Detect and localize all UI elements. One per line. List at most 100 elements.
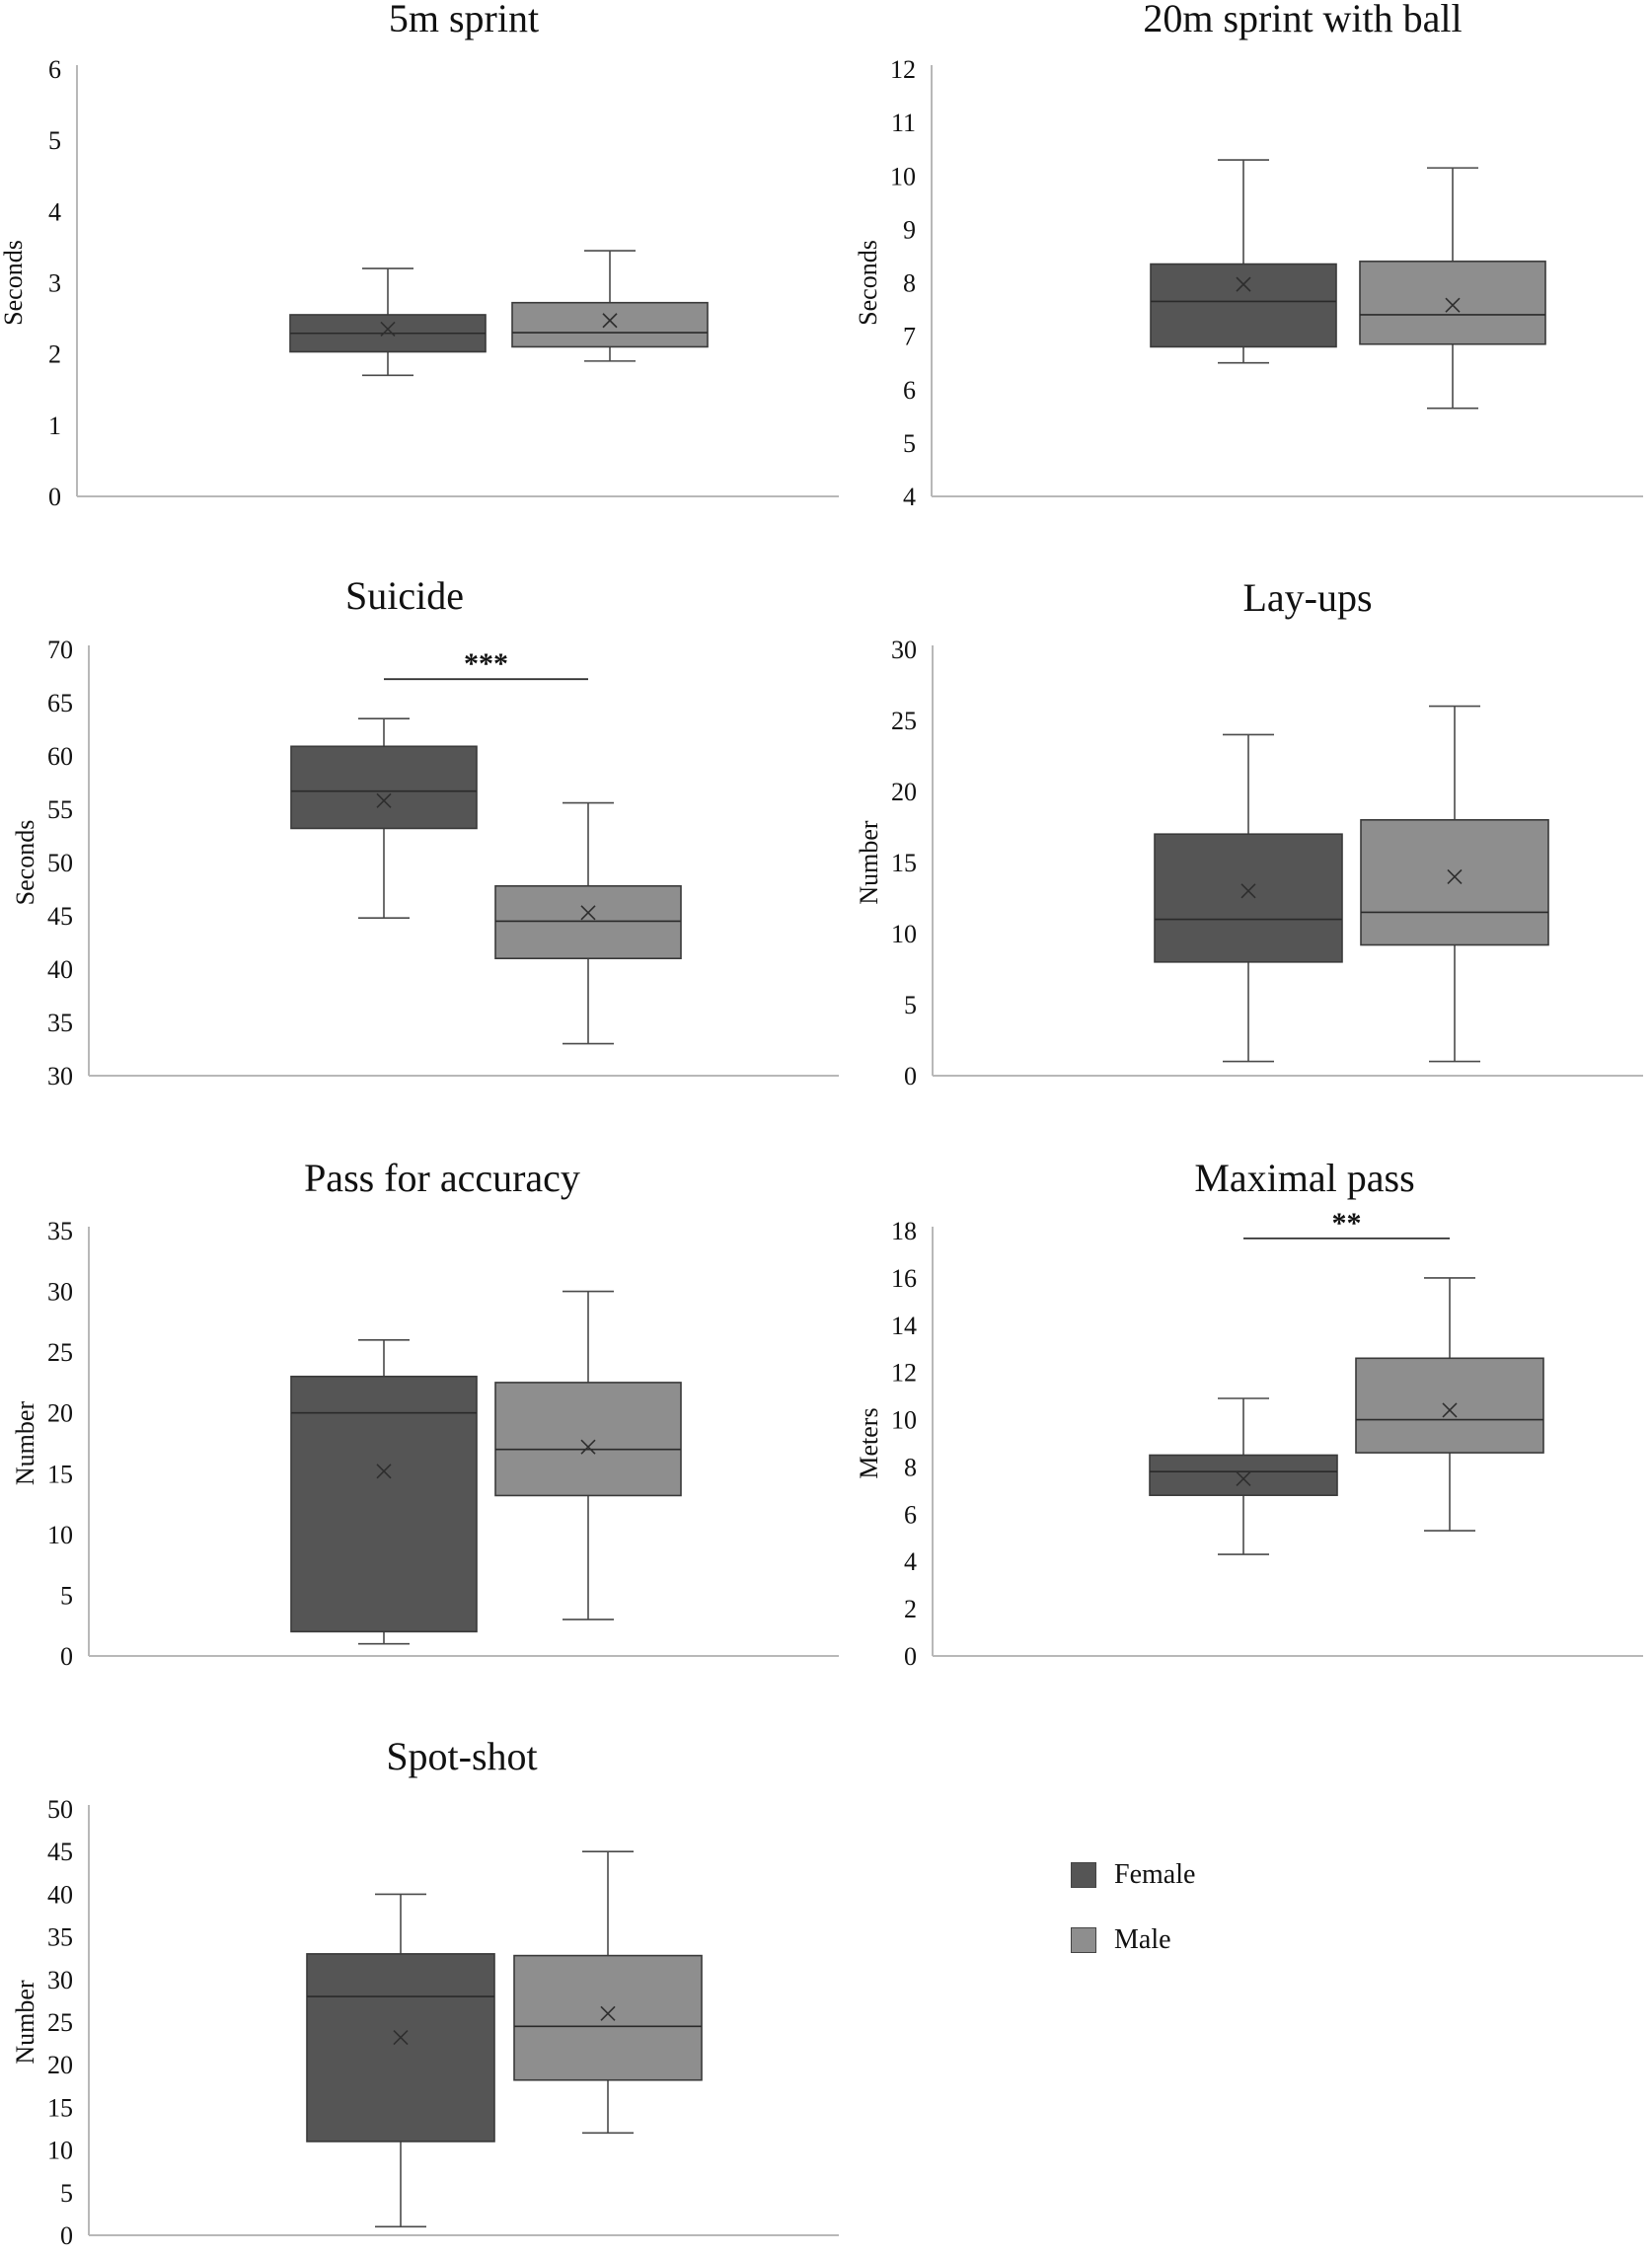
chart-5-title: Pass for accuracy: [304, 1156, 580, 1200]
chart-6-y-tick-label: 0: [904, 1642, 917, 1671]
chart-6-y-tick-label: 14: [891, 1312, 917, 1340]
chart-6-male-mean-marker: [1442, 1402, 1458, 1418]
chart-7-y-tick-label: 15: [47, 2093, 73, 2122]
chart-1-y-axis-label: Seconds: [0, 240, 28, 326]
chart-2-y-tick-label: 11: [891, 109, 916, 137]
chart-7-female-box: [306, 1953, 495, 2142]
chart-1-y-tick-label: 2: [48, 340, 61, 369]
chart-7-y-tick-label: 35: [47, 1923, 73, 1952]
legend-label-female: Female: [1114, 1859, 1196, 1890]
chart-7-y-tick-label: 0: [60, 2221, 73, 2250]
chart-4-y-tick-label: 5: [904, 991, 917, 1019]
chart-2-y-tick-label: 6: [903, 376, 916, 405]
chart-5-male-mean-marker: [580, 1439, 596, 1455]
chart-3-y-axis-label: Seconds: [11, 820, 39, 906]
chart-7-male-box: [513, 1954, 703, 2081]
chart-7-male-mean-marker: [600, 2005, 616, 2021]
chart-2-title: 20m sprint with ball: [1143, 0, 1462, 40]
chart-6-y-tick-label: 4: [904, 1547, 917, 1576]
chart-3-significance-marker: ***: [464, 647, 508, 680]
chart-6-y-tick-label: 8: [904, 1453, 917, 1481]
chart-2-female-box: [1150, 263, 1337, 348]
chart-5-y-tick-label: 35: [47, 1217, 73, 1245]
chart-2-y-tick-label: 9: [903, 215, 916, 244]
chart-7-title: Spot-shot: [386, 1734, 537, 1778]
chart-4-y-tick-label: 20: [891, 778, 917, 806]
chart-2-y-tick-label: 10: [890, 162, 916, 190]
chart-6-y-tick-label: 18: [891, 1217, 917, 1245]
chart-5-y-tick-label: 25: [47, 1338, 73, 1367]
legend-label-male: Male: [1114, 1924, 1171, 1955]
chart-6-y-axis-label: Meters: [855, 1407, 883, 1478]
chart-4-y-tick-label: 30: [891, 636, 917, 664]
chart-7-y-tick-label: 5: [60, 2179, 73, 2208]
chart-1-male-mean-marker: [602, 313, 618, 329]
chart-1-male-box: [511, 301, 709, 348]
chart-3-y-tick-label: 30: [47, 1062, 73, 1090]
chart-4-male-mean-marker: [1447, 868, 1463, 884]
chart-6-male-box: [1355, 1357, 1544, 1454]
female-swatch: [1071, 1862, 1096, 1888]
chart-5-y-axis-label: Number: [11, 1401, 39, 1486]
chart-7-y-tick-label: 20: [47, 2051, 73, 2079]
chart-7-y-tick-label: 10: [47, 2137, 73, 2165]
chart-5-y-tick-label: 30: [47, 1278, 73, 1307]
chart-3-y-tick-label: 60: [47, 742, 73, 771]
chart-3-female-box: [290, 745, 478, 830]
legend-item-male: Male: [1071, 1924, 1195, 1955]
chart-4-female-box: [1154, 833, 1343, 963]
chart-6-y-tick-label: 6: [904, 1500, 917, 1529]
chart-5-female-mean-marker: [376, 1464, 392, 1479]
chart-5-male-box: [494, 1382, 682, 1497]
chart-3-y-tick-label: 55: [47, 795, 73, 824]
chart-2-y-axis-label: Seconds: [854, 240, 882, 326]
chart-7-y-tick-label: 40: [47, 1880, 73, 1909]
chart-5-y-tick-label: 20: [47, 1399, 73, 1428]
chart-4-title: Lay-ups: [1242, 575, 1372, 620]
chart-2-y-tick-label: 12: [890, 55, 916, 84]
chart-6-y-tick-label: 10: [891, 1406, 917, 1435]
chart-5-y-tick-label: 5: [60, 1581, 73, 1610]
chart-4-y-axis-label: Number: [855, 820, 883, 905]
chart-4-y-tick-label: 25: [891, 707, 917, 735]
chart-1-title: 5m sprint: [389, 0, 539, 40]
chart-2-y-tick-label: 5: [903, 429, 916, 458]
male-swatch: [1071, 1927, 1096, 1953]
chart-5-y-tick-label: 15: [47, 1460, 73, 1488]
legend: Female Male: [1071, 1859, 1196, 1991]
chart-6-title: Maximal pass: [1194, 1156, 1414, 1200]
chart-4-y-tick-label: 0: [904, 1062, 917, 1090]
chart-3-title: Suicide: [345, 573, 464, 618]
chart-3-y-tick-label: 35: [47, 1009, 73, 1037]
chart-3-y-tick-label: 65: [47, 689, 73, 717]
chart-6-significance-marker: **: [1332, 1207, 1362, 1240]
chart-3-female-mean-marker: [376, 792, 392, 808]
chart-7-y-tick-label: 25: [47, 2008, 73, 2037]
chart-6-y-tick-label: 16: [891, 1264, 917, 1293]
chart-3-y-tick-label: 45: [47, 902, 73, 931]
chart-6-y-tick-label: 2: [904, 1595, 917, 1623]
chart-4-female-mean-marker: [1240, 883, 1256, 899]
chart-2-y-tick-label: 4: [903, 483, 916, 511]
chart-1-y-tick-label: 5: [48, 126, 61, 155]
chart-1-y-tick-label: 6: [48, 55, 61, 84]
chart-4-male-box: [1360, 818, 1549, 946]
legend-item-female: Female: [1071, 1859, 1196, 1890]
chart-7-y-tick-label: 45: [47, 1838, 73, 1866]
chart-1-y-tick-label: 0: [48, 483, 61, 511]
chart-3-y-tick-label: 70: [47, 636, 73, 664]
chart-3-male-box: [494, 884, 682, 960]
chart-3-y-tick-label: 40: [47, 955, 73, 984]
chart-3-male-mean-marker: [580, 905, 596, 921]
chart-5-y-tick-label: 10: [47, 1521, 73, 1549]
chart-6-female-box: [1149, 1454, 1338, 1496]
chart-1-y-tick-label: 3: [48, 269, 61, 298]
chart-7-y-tick-label: 50: [47, 1795, 73, 1824]
chart-5-female-box: [290, 1375, 478, 1633]
chart-3-y-tick-label: 50: [47, 849, 73, 877]
chart-7-y-tick-label: 30: [47, 1966, 73, 1994]
chart-1-y-tick-label: 1: [48, 412, 61, 440]
chart-1-female-mean-marker: [380, 321, 396, 337]
chart-7-y-axis-label: Number: [11, 1980, 39, 2065]
